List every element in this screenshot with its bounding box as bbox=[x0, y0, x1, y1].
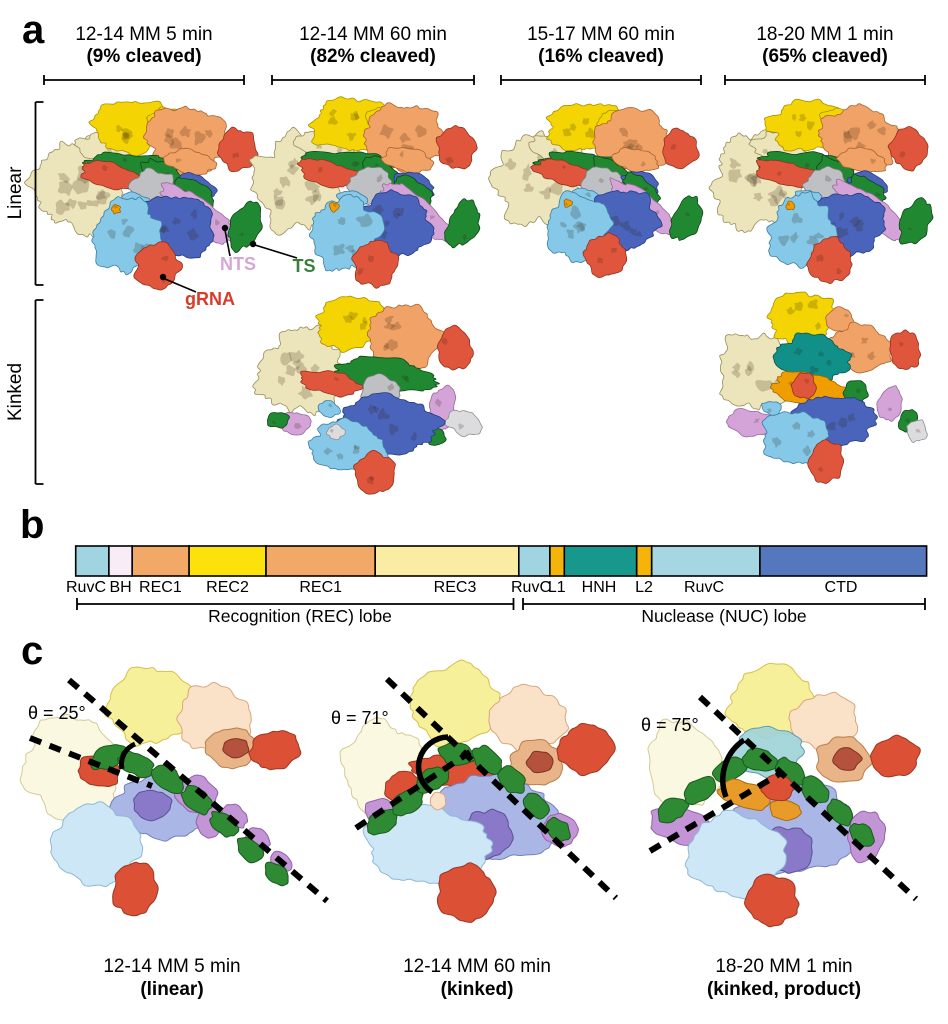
svg-text:a: a bbox=[22, 8, 45, 52]
svg-text:θ = 75°: θ = 75° bbox=[641, 715, 699, 735]
svg-text:REC1: REC1 bbox=[139, 579, 182, 596]
svg-text:Kinked: Kinked bbox=[5, 363, 26, 421]
svg-text:Nuclease (NUC) lobe: Nuclease (NUC) lobe bbox=[641, 606, 806, 626]
svg-text:CTD: CTD bbox=[825, 579, 858, 596]
svg-text:(kinked): (kinked) bbox=[441, 979, 514, 1000]
svg-text:12-14 MM 5 min: 12-14 MM 5 min bbox=[75, 24, 212, 45]
svg-text:REC3: REC3 bbox=[434, 579, 477, 596]
svg-text:(82% cleaved): (82% cleaved) bbox=[310, 46, 436, 67]
svg-text:REC2: REC2 bbox=[206, 579, 249, 596]
svg-text:RuvC: RuvC bbox=[511, 579, 551, 596]
svg-text:(9% cleaved): (9% cleaved) bbox=[86, 46, 201, 67]
svg-text:L2: L2 bbox=[635, 579, 653, 596]
svg-text:(65% cleaved): (65% cleaved) bbox=[762, 46, 888, 67]
svg-text:18-20 MM 1 min: 18-20 MM 1 min bbox=[756, 24, 893, 45]
svg-text:(kinked, product): (kinked, product) bbox=[707, 979, 861, 1000]
svg-text:θ = 71°: θ = 71° bbox=[331, 708, 389, 728]
svg-text:REC1: REC1 bbox=[299, 579, 342, 596]
svg-text:12-14 MM 60 min: 12-14 MM 60 min bbox=[403, 956, 551, 977]
svg-text:15-17 MM 60 min: 15-17 MM 60 min bbox=[527, 24, 675, 45]
svg-text:c: c bbox=[21, 629, 43, 673]
svg-text:NTS: NTS bbox=[220, 254, 256, 274]
svg-text:θ = 25°: θ = 25° bbox=[28, 703, 86, 723]
svg-text:Linear: Linear bbox=[5, 166, 26, 219]
svg-text:Recognition (REC) lobe: Recognition (REC) lobe bbox=[208, 606, 392, 626]
svg-text:BH: BH bbox=[109, 579, 131, 596]
svg-text:L1: L1 bbox=[548, 579, 566, 596]
svg-text:HNH: HNH bbox=[582, 579, 617, 596]
svg-text:TS: TS bbox=[292, 256, 315, 276]
svg-text:(16% cleaved): (16% cleaved) bbox=[538, 46, 664, 67]
svg-text:12-14 MM 60 min: 12-14 MM 60 min bbox=[299, 24, 447, 45]
svg-text:12-14 MM 5 min: 12-14 MM 5 min bbox=[103, 956, 240, 977]
svg-text:18-20 MM 1 min: 18-20 MM 1 min bbox=[715, 956, 852, 977]
svg-text:gRNA: gRNA bbox=[185, 289, 235, 309]
svg-text:(linear): (linear) bbox=[140, 979, 203, 1000]
svg-text:b: b bbox=[20, 503, 44, 547]
svg-text:RuvC: RuvC bbox=[684, 579, 724, 596]
svg-text:RuvC: RuvC bbox=[66, 579, 106, 596]
